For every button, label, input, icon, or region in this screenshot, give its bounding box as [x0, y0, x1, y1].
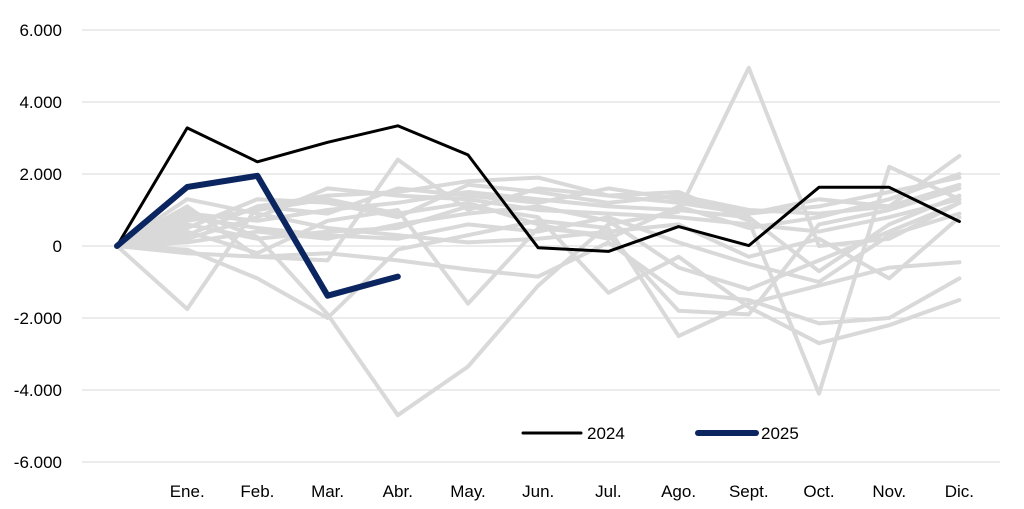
background-series: [115, 65, 962, 418]
series-line-2024: [115, 124, 961, 253]
x-tick-label: Mar.: [311, 482, 344, 501]
x-tick-label: Ene.: [170, 482, 205, 501]
background-series-line: [115, 190, 962, 274]
y-tick-label: 0: [53, 237, 62, 256]
background-series-line: [115, 154, 962, 248]
y-tick-label: 4.000: [19, 93, 62, 112]
background-series-line: [115, 200, 962, 292]
x-tick-label: Sept.: [729, 482, 769, 501]
x-tick-label: Abr.: [383, 482, 413, 501]
background-series-line: [115, 65, 962, 418]
legend: 2024 2025: [521, 424, 799, 443]
background-series-line: [115, 218, 962, 338]
x-tick-label: Oct.: [803, 482, 834, 501]
background-series-line: [115, 211, 962, 284]
y-tick-label: -4.000: [14, 381, 62, 400]
background-series-line: [115, 204, 962, 346]
gridlines: [82, 29, 1000, 463]
x-tick-label: Ago.: [661, 482, 696, 501]
x-tick-label: Jul.: [595, 482, 621, 501]
y-tick-label: 2.000: [19, 165, 62, 184]
y-tick-label: 6.000: [19, 21, 62, 40]
highlight-series: [114, 124, 961, 299]
x-tick-label: Jun.: [522, 482, 554, 501]
series-line-2025: [114, 172, 401, 299]
x-tick-label: May.: [450, 482, 486, 501]
y-axis-ticks: 6.000 4.000 2.000 0 -2.000 -4.000 -6.000: [14, 21, 62, 472]
legend-label-2025: 2025: [761, 424, 799, 443]
x-axis-ticks: Ene. Feb. Mar. Abr. May. Jun. Jul. Ago. Sept. Oct…: [170, 482, 974, 501]
background-series-line: [115, 172, 962, 248]
x-tick-label: Feb.: [240, 482, 274, 501]
background-series-line: [115, 182, 962, 248]
x-tick-label: Dic.: [945, 482, 974, 501]
background-series-line: [115, 197, 962, 281]
background-series-line: [115, 240, 962, 326]
legend-label-2024: 2024: [587, 424, 625, 443]
background-series-line: [115, 186, 962, 248]
y-tick-label: -6.000: [14, 453, 62, 472]
y-tick-label: -2.000: [14, 309, 62, 328]
x-tick-label: Nov.: [872, 482, 906, 501]
background-series-line: [115, 186, 962, 317]
